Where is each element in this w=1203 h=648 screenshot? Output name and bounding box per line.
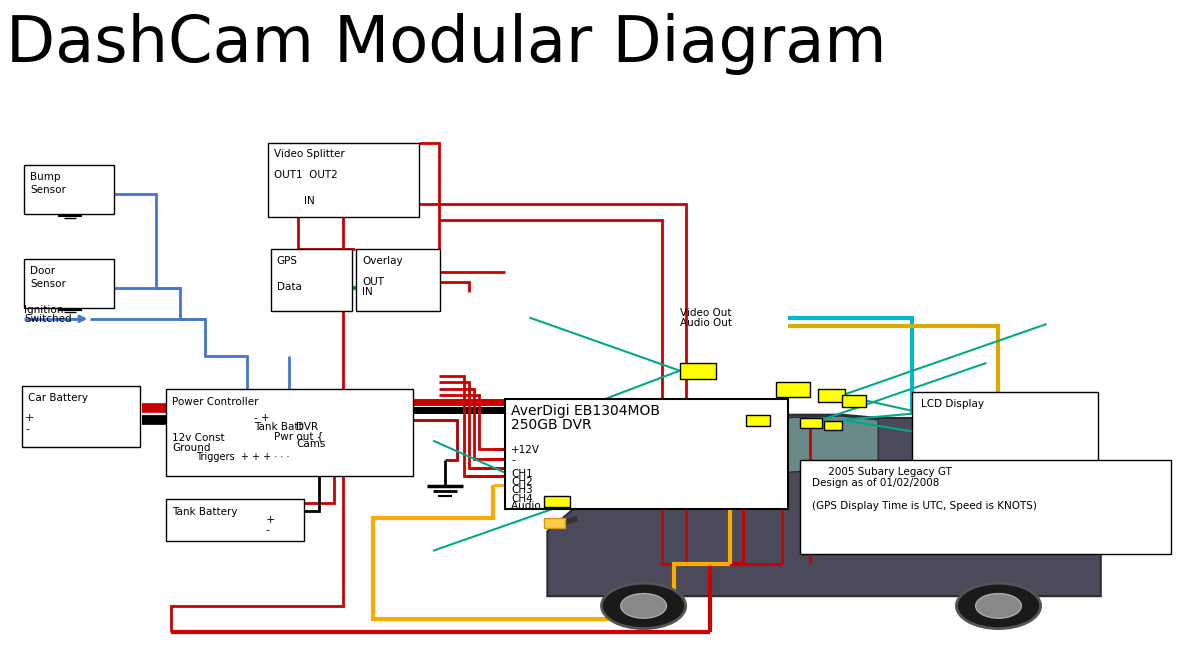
- Text: -: -: [266, 525, 269, 535]
- Bar: [912, 392, 1098, 483]
- Text: CH4: CH4: [511, 494, 533, 503]
- Bar: [800, 460, 1171, 554]
- Text: Tank Battery: Tank Battery: [172, 507, 237, 516]
- Text: AverDigi EB1304MOB: AverDigi EB1304MOB: [511, 404, 660, 418]
- Text: 250GB DVR: 250GB DVR: [511, 418, 592, 432]
- Text: LCD Display: LCD Display: [921, 399, 984, 408]
- Text: Sensor: Sensor: [30, 185, 66, 194]
- Text: Ignition: Ignition: [24, 305, 64, 314]
- Text: Audio In: Audio In: [511, 501, 553, 511]
- Text: 12v Const: 12v Const: [172, 433, 225, 443]
- Bar: [24, 165, 114, 214]
- Bar: [505, 399, 788, 509]
- Bar: [1053, 467, 1083, 480]
- Text: CH1: CH1: [511, 469, 533, 478]
- Bar: [271, 249, 352, 311]
- Text: - +: - +: [254, 413, 269, 422]
- Bar: [544, 518, 565, 528]
- Text: 2005 Subary Legacy GT
Design as of 01/02/2008

(GPS Display Time is UTC, Speed i: 2005 Subary Legacy GT Design as of 01/02…: [812, 467, 1037, 511]
- Text: Audio Out: Audio Out: [680, 318, 731, 327]
- Text: DVR: DVR: [296, 422, 318, 432]
- Text: Sensor: Sensor: [30, 279, 66, 288]
- Text: +12V: +12V: [511, 445, 540, 455]
- Text: Triggers  + + + · · ·: Triggers + + + · · ·: [196, 452, 290, 462]
- Text: Video Splitter: Video Splitter: [274, 149, 345, 159]
- Text: OUT1  OUT2: OUT1 OUT2: [274, 170, 338, 179]
- Bar: [800, 418, 822, 428]
- Text: OUT: OUT: [362, 277, 384, 286]
- Text: CH2: CH2: [511, 477, 533, 487]
- Bar: [544, 496, 570, 507]
- Text: Power Controller: Power Controller: [172, 397, 259, 406]
- Text: Car Battery: Car Battery: [28, 393, 88, 403]
- Text: DashCam Modular Diagram: DashCam Modular Diagram: [6, 13, 887, 75]
- Text: +: +: [266, 515, 275, 525]
- Text: -: -: [511, 456, 515, 465]
- Bar: [166, 389, 413, 476]
- Bar: [680, 363, 716, 379]
- Polygon shape: [547, 411, 1101, 596]
- Text: Video Out: Video Out: [680, 308, 731, 318]
- Bar: [356, 249, 440, 311]
- Bar: [268, 143, 419, 217]
- Polygon shape: [614, 418, 770, 505]
- Text: +: +: [25, 413, 35, 422]
- Text: Tank Batt: Tank Batt: [254, 422, 302, 432]
- Ellipse shape: [602, 583, 686, 629]
- Text: GPS: GPS: [277, 256, 297, 266]
- Text: Door: Door: [30, 266, 55, 275]
- Text: Cams: Cams: [296, 439, 325, 449]
- Bar: [824, 421, 842, 430]
- Text: Pwr out {: Pwr out {: [274, 431, 324, 441]
- Bar: [818, 389, 845, 402]
- Bar: [22, 386, 140, 447]
- Polygon shape: [776, 416, 878, 473]
- Text: Switched: Switched: [24, 314, 72, 324]
- Text: Ground: Ground: [172, 443, 211, 452]
- Bar: [24, 259, 114, 308]
- Bar: [746, 415, 770, 426]
- Ellipse shape: [956, 583, 1041, 629]
- Text: -: -: [25, 424, 29, 434]
- Text: Bump: Bump: [30, 172, 60, 181]
- Text: Overlay: Overlay: [362, 256, 403, 266]
- Text: Data: Data: [277, 282, 302, 292]
- Bar: [776, 382, 810, 397]
- Bar: [166, 499, 304, 541]
- Ellipse shape: [621, 594, 666, 618]
- Bar: [842, 395, 866, 407]
- Ellipse shape: [976, 594, 1021, 618]
- Text: CH3: CH3: [511, 485, 533, 495]
- Text: IN: IN: [304, 196, 315, 205]
- Text: IN: IN: [362, 287, 373, 297]
